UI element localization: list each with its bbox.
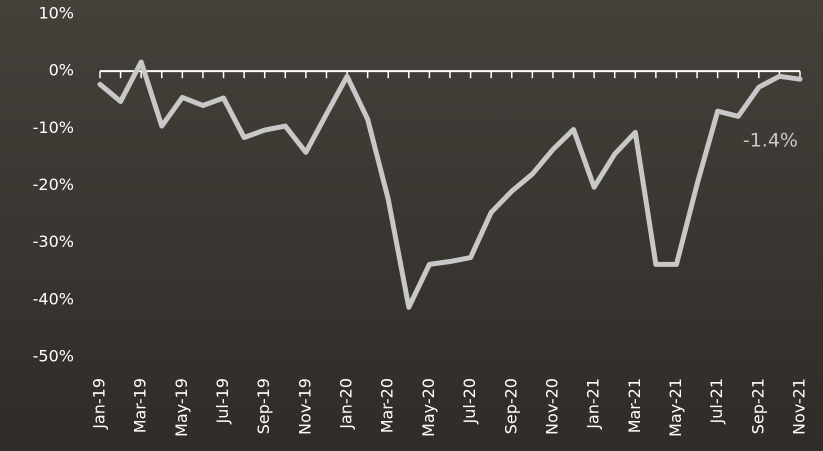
data-label: -1.4% bbox=[743, 130, 798, 152]
x-tick-label: Sep-19 bbox=[254, 378, 273, 434]
y-tick-label: 0% bbox=[49, 61, 74, 80]
x-tick-label: Jan-20 bbox=[337, 378, 356, 430]
x-tick-label: Sep-21 bbox=[748, 378, 767, 434]
x-tick-label: Jan-21 bbox=[584, 378, 603, 430]
x-tick-label: Mar-20 bbox=[378, 378, 397, 433]
x-tick-label: Nov-19 bbox=[295, 378, 314, 435]
x-tick-label: Mar-19 bbox=[131, 378, 150, 433]
x-tick-label: May-21 bbox=[666, 378, 685, 437]
x-tick-label: May-20 bbox=[419, 378, 438, 437]
y-tick-label: -50% bbox=[33, 347, 74, 366]
x-tick-label: Jul-20 bbox=[460, 378, 479, 424]
x-tick-label: Nov-21 bbox=[790, 378, 809, 435]
x-tick-label: Nov-20 bbox=[542, 378, 561, 435]
data-line bbox=[97, 59, 803, 310]
y-tick-label: -20% bbox=[33, 175, 74, 194]
x-tick-label: May-19 bbox=[172, 378, 191, 437]
x-tick-label: Mar-21 bbox=[625, 378, 644, 433]
y-tick-label: -40% bbox=[33, 289, 74, 308]
y-tick-label: 10% bbox=[38, 4, 74, 23]
y-tick-label: -30% bbox=[33, 232, 74, 251]
x-tick-label: Sep-20 bbox=[501, 378, 520, 434]
y-tick-label: -10% bbox=[33, 118, 74, 137]
x-tick-label: Jan-19 bbox=[90, 378, 109, 430]
x-tick-label: Jul-19 bbox=[213, 378, 232, 424]
x-tick-label: Jul-21 bbox=[707, 378, 726, 424]
